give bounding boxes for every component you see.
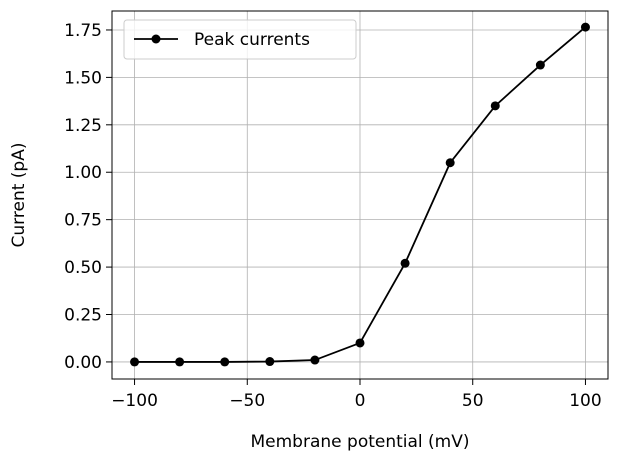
series-layer — [130, 22, 590, 367]
data-point — [310, 355, 320, 365]
grid — [112, 11, 608, 379]
data-point — [400, 258, 410, 268]
data-point — [445, 158, 455, 168]
y-axis-label: Current (pA) — [9, 143, 29, 248]
legend: Peak currents — [123, 19, 357, 60]
y-tick-label: 0.75 — [64, 211, 102, 231]
x-tick-label: 0 — [355, 391, 366, 411]
data-point — [265, 357, 275, 367]
data-point — [490, 101, 500, 111]
y-tick-label: 0.50 — [64, 258, 102, 278]
x-tick-label: −100 — [111, 391, 158, 411]
y-tick-label: 1.00 — [64, 163, 102, 183]
y-tick-label: 1.75 — [64, 21, 102, 41]
x-axis-label: Membrane potential (mV) — [251, 432, 470, 452]
axis-ticks: −100 −50 0 50 100 0.00 0.25 0.50 0.75 1.00 1.25 1.5… — [64, 21, 602, 411]
x-tick-label: 100 — [569, 391, 601, 411]
data-point — [175, 357, 185, 367]
x-tick-label: −50 — [229, 391, 265, 411]
y-tick-label: 0.00 — [64, 353, 102, 373]
data-point — [355, 338, 365, 348]
legend-marker — [151, 34, 161, 44]
data-point — [130, 357, 140, 367]
data-point — [535, 60, 545, 70]
y-tick-label: 1.25 — [64, 116, 102, 136]
y-tick-label: 0.25 — [64, 306, 102, 326]
y-tick-label: 1.50 — [64, 68, 102, 88]
legend-label: Peak currents — [194, 30, 310, 50]
legend-box — [123, 19, 357, 60]
data-point — [580, 22, 590, 32]
data-point — [220, 357, 230, 367]
x-tick-label: 50 — [462, 391, 484, 411]
